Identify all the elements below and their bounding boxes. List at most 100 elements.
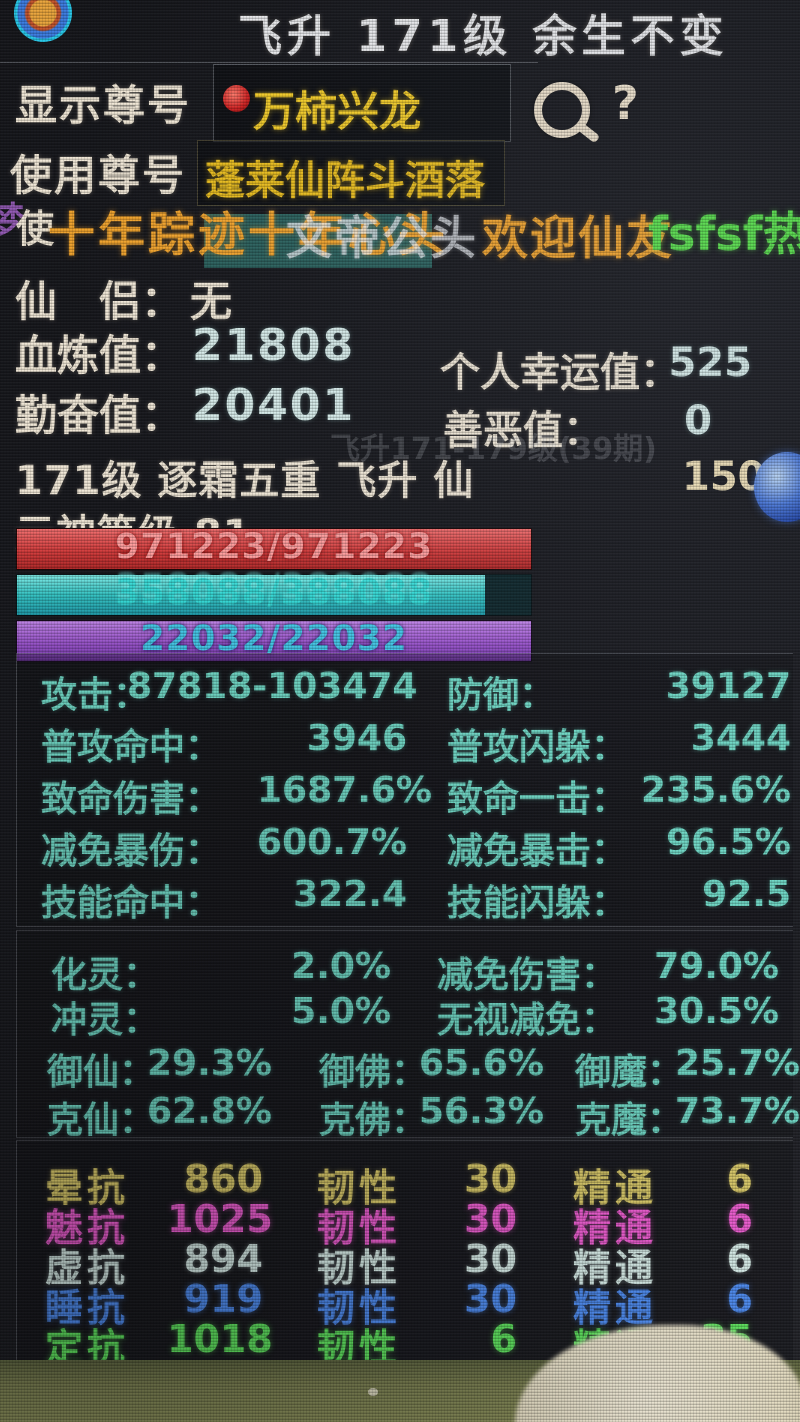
stat-value: 235.6% <box>641 770 791 811</box>
resist-row-sleep-label: 睡抗 <box>45 1286 130 1330</box>
mastery-label: 精通 <box>573 1166 658 1210</box>
red-seal-icon <box>223 85 250 112</box>
mastery-value: 6 <box>726 1237 753 1281</box>
mastery-label: 精通 <box>573 1286 658 1330</box>
mastery-label: 精通 <box>573 1206 658 1250</box>
display-title-label: 显示尊号 <box>15 81 192 130</box>
toughness-value: 6 <box>490 1317 517 1361</box>
stat-label: 减免暴伤： <box>41 831 222 872</box>
display-title-value: 万柿兴龙 <box>253 87 422 136</box>
resist-value: 894 <box>183 1237 263 1281</box>
diligence-label: 勤奋值： <box>15 391 184 440</box>
blue-orb-icon[interactable] <box>754 452 800 522</box>
stat-label: 防御： <box>447 675 556 716</box>
toughness-value: 30 <box>464 1277 517 1321</box>
stat-value: 65.6% <box>419 1043 544 1084</box>
luck-label: 个人幸运值： <box>440 350 680 396</box>
sp-bar-fill <box>17 621 531 661</box>
stat-label: 技能闪躲： <box>447 883 628 924</box>
mastery-value: 6 <box>726 1157 753 1201</box>
mastery-value: 6 <box>726 1277 753 1321</box>
toughness-value: 30 <box>464 1237 517 1281</box>
toughness-value: 30 <box>464 1197 517 1241</box>
header-divider <box>0 62 538 63</box>
partner-value: 无 <box>190 277 233 326</box>
resist-row-charm-label: 魅抗 <box>45 1206 130 1250</box>
hp-bar-text: 971223/971223 <box>114 527 434 567</box>
stat-value: 1687.6% <box>257 770 432 811</box>
stat-label: 克佛： <box>319 1100 428 1141</box>
use-title-box[interactable] <box>197 140 505 206</box>
marquee-tail: fsfsf热 <box>648 207 800 261</box>
toughness-label: 韧性 <box>317 1166 402 1210</box>
stat-value: 2.0% <box>291 946 391 987</box>
stat-label: 致命一击： <box>447 779 628 820</box>
stat-label: 攻击： <box>41 675 150 716</box>
help-icon[interactable]: ? <box>612 76 639 130</box>
blood-label: 血炼值： <box>15 331 184 380</box>
game-logo-icon <box>14 0 72 42</box>
hp-bar-fill <box>17 529 531 569</box>
stat-label: 御仙： <box>47 1052 156 1093</box>
luck-value: 525 <box>668 340 753 386</box>
stat-value: 29.3% <box>147 1043 272 1084</box>
stat-value: 92.5 <box>702 874 791 915</box>
stat-label: 化灵： <box>51 955 160 996</box>
stat-label: 克仙： <box>47 1100 156 1141</box>
marquee-fragment: 使 <box>16 207 55 251</box>
stat-value: 3444 <box>690 718 791 759</box>
marquee-text: 十年踪迹十年心头 <box>48 208 448 263</box>
stat-label: 克魔： <box>575 1100 684 1141</box>
search-icon[interactable] <box>534 82 590 138</box>
stat-value: 73.7% <box>675 1091 800 1132</box>
mp-bar: 358088/388088 <box>16 573 532 616</box>
stat-label: 致命伤害： <box>41 779 222 820</box>
display-title-box[interactable] <box>213 64 511 142</box>
resist-value: 919 <box>183 1277 263 1321</box>
mp-bar-fill <box>17 575 485 615</box>
hp-bar: 971223/971223 <box>16 527 532 570</box>
stat-label: 减免伤害： <box>437 955 618 996</box>
blood-value: 21808 <box>192 320 356 371</box>
stat-label: 无视减免： <box>437 1000 618 1041</box>
sp-bar: 22032/22032 <box>16 619 532 662</box>
toughness-label: 韧性 <box>317 1206 402 1250</box>
karma-label: 善恶值： <box>443 408 603 454</box>
level-extra-value: 150 <box>682 454 766 500</box>
combat-stats-panel: 攻击： 87818-103474 防御： 39127 普攻命中： 3946 普攻… <box>16 653 793 927</box>
stat-value: 600.7% <box>257 822 407 863</box>
diligence-value: 20401 <box>192 380 356 431</box>
stat-label: 减免暴击： <box>447 831 628 872</box>
marquee-fragment-purple: 梦 <box>0 199 25 243</box>
partner-label: 仙 侣： <box>15 277 184 326</box>
stat-value: 96.5% <box>666 822 791 863</box>
mastery-label: 精通 <box>573 1246 658 1290</box>
stat-value: 5.0% <box>291 991 391 1032</box>
level-line: 171级 逐霜五重 飞升 仙 <box>15 458 475 504</box>
stat-label: 御魔： <box>575 1052 684 1093</box>
marquee-welcome: 欢迎仙友 <box>482 211 674 265</box>
toughness-label: 韧性 <box>317 1286 402 1330</box>
stat-label: 御佛： <box>319 1052 428 1093</box>
mp-bar-text: 358088/388088 <box>114 573 434 613</box>
marquee-highlight <box>204 214 432 268</box>
stat-value: 3946 <box>306 718 407 759</box>
resist-value: 1025 <box>167 1197 273 1241</box>
toughness-value: 30 <box>464 1157 517 1201</box>
resist-value: 860 <box>183 1157 263 1201</box>
stat-value: 30.5% <box>654 991 779 1032</box>
stat-label: 普攻命中： <box>41 727 222 768</box>
stat-value: 25.7% <box>675 1043 800 1084</box>
stat-label: 技能命中： <box>41 883 222 924</box>
stat-value: 62.8% <box>147 1091 272 1132</box>
mastery-value: 6 <box>726 1197 753 1241</box>
marquee-ghost-text: 文帝公头 <box>286 211 478 265</box>
stat-label: 冲灵： <box>51 1000 160 1041</box>
stat-value: 79.0% <box>654 946 779 987</box>
karma-value: 0 <box>684 398 712 444</box>
resist-row-void-label: 虚抗 <box>45 1246 130 1290</box>
toughness-label: 韧性 <box>317 1246 402 1290</box>
stat-value: 87818-103474 <box>127 666 418 707</box>
stat-value: 322.4 <box>293 874 407 915</box>
